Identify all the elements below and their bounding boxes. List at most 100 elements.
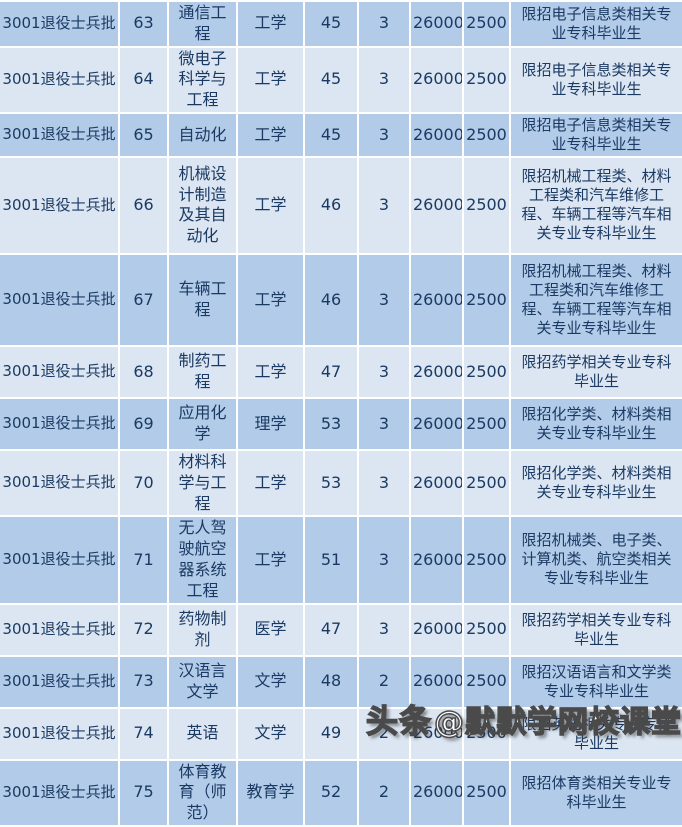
cell-note: 限招体育类相关专业专科毕业生 xyxy=(509,758,682,827)
cell-duration: 3 xyxy=(357,111,411,158)
cell-discipline: 教育学 xyxy=(236,758,305,827)
table-row: 3001退役士兵批 67 车辆工程 工学 46 3 26000 2500 限招机械工程类、材料工… xyxy=(0,252,682,347)
cell-fee: 2500 xyxy=(462,654,511,709)
cell-batch: 3001退役士兵批 xyxy=(0,45,120,114)
cell-fee: 2500 xyxy=(462,344,511,399)
cell-discipline: 医学 xyxy=(236,602,305,657)
cell-tuition: 26000 xyxy=(409,344,464,399)
table-row: 3001退役士兵批 71 无人驾驶航空器系统工程 工学 51 3 26000 2500 限招机械… xyxy=(0,515,682,605)
cell-seq: 73 xyxy=(118,654,169,709)
cell-plan: 53 xyxy=(303,396,359,451)
cell-tuition: 26000 xyxy=(409,448,464,518)
cell-plan: 52 xyxy=(303,758,359,827)
cell-note: 限招电子信息类相关专业专科毕业生 xyxy=(509,111,682,158)
cell-note: 限招机械类、电子类、计算机类、航空类相关专业专科毕业生 xyxy=(509,515,682,605)
cell-major: 汉语言文学 xyxy=(167,654,238,709)
cell-batch: 3001退役士兵批 xyxy=(0,706,120,761)
cell-batch: 3001退役士兵批 xyxy=(0,602,120,657)
table-row: 3001退役士兵批 66 机械设计制造及其自动化 工学 46 3 26000 2500 限招机械… xyxy=(0,155,682,255)
cell-major: 无人驾驶航空器系统工程 xyxy=(167,515,238,605)
cell-note: 限招机械工程类、材料工程类和汽车维修工程、车辆工程等汽车相关专业专科毕业生 xyxy=(509,252,682,347)
cell-discipline: 工学 xyxy=(236,0,305,48)
cell-note: 限招机械工程类、材料工程类和汽车维修工程、车辆工程等汽车相关专业专科毕业生 xyxy=(509,155,682,255)
cell-note: 限招药学相关专业专科毕业生 xyxy=(509,602,682,657)
cell-seq: 64 xyxy=(118,45,169,114)
cell-discipline: 文学 xyxy=(236,706,305,761)
cell-major: 车辆工程 xyxy=(167,252,238,347)
cell-duration: 3 xyxy=(357,602,411,657)
cell-seq: 68 xyxy=(118,344,169,399)
cell-tuition: 26000 xyxy=(409,111,464,158)
cell-seq: 67 xyxy=(118,252,169,347)
cell-seq: 74 xyxy=(118,706,169,761)
cell-tuition: 26000 xyxy=(409,0,464,48)
cell-batch: 3001退役士兵批 xyxy=(0,654,120,709)
cell-fee: 2500 xyxy=(462,0,511,48)
cell-plan: 47 xyxy=(303,344,359,399)
cell-tuition: 26000 xyxy=(409,252,464,347)
cell-seq: 65 xyxy=(118,111,169,158)
table-row: 3001退役士兵批 72 药物制剂 医学 47 3 26000 2500 限招药学相关专业专科毕… xyxy=(0,602,682,657)
cell-fee: 2500 xyxy=(462,45,511,114)
cell-seq: 66 xyxy=(118,155,169,255)
table-row: 3001退役士兵批 69 应用化学 理学 53 3 26000 2500 限招化学类、材料类相关… xyxy=(0,396,682,451)
cell-batch: 3001退役士兵批 xyxy=(0,155,120,255)
cell-fee: 2500 xyxy=(462,111,511,158)
cell-fee: 2500 xyxy=(462,448,511,518)
cell-batch: 3001退役士兵批 xyxy=(0,252,120,347)
cell-discipline: 工学 xyxy=(236,111,305,158)
cell-plan: 46 xyxy=(303,252,359,347)
cell-discipline: 工学 xyxy=(236,515,305,605)
cell-tuition: 26000 xyxy=(409,602,464,657)
cell-plan: 45 xyxy=(303,111,359,158)
cell-fee: 2500 xyxy=(462,515,511,605)
cell-major: 材料科学与工程 xyxy=(167,448,238,518)
cell-seq: 70 xyxy=(118,448,169,518)
cell-discipline: 工学 xyxy=(236,45,305,114)
cell-batch: 3001退役士兵批 xyxy=(0,0,120,48)
cell-note: 限招药学相关专业专科毕业生 xyxy=(509,344,682,399)
cell-plan: 53 xyxy=(303,448,359,518)
cell-major: 制药工程 xyxy=(167,344,238,399)
cell-major: 英语 xyxy=(167,706,238,761)
cell-discipline: 理学 xyxy=(236,396,305,451)
cell-tuition: 26000 xyxy=(409,396,464,451)
cell-tuition: 26000 xyxy=(409,758,464,827)
cell-seq: 75 xyxy=(118,758,169,827)
table-row: 3001退役士兵批 75 体育教育（师范） 教育学 52 2 26000 2500 限招体育类相… xyxy=(0,758,682,827)
cell-major: 药物制剂 xyxy=(167,602,238,657)
cell-tuition: 26000 xyxy=(409,654,464,709)
cell-major: 机械设计制造及其自动化 xyxy=(167,155,238,255)
cell-note: 限招电子信息类相关专业专科毕业生 xyxy=(509,45,682,114)
cell-note: 限招汉语语言和文学类专业专科毕业生 xyxy=(509,654,682,709)
cell-duration: 3 xyxy=(357,45,411,114)
table-row: 3001退役士兵批 64 微电子科学与工程 工学 45 3 26000 2500 限招电子信息类… xyxy=(0,45,682,114)
cell-discipline: 工学 xyxy=(236,155,305,255)
cell-tuition: 26000 xyxy=(409,155,464,255)
cell-seq: 71 xyxy=(118,515,169,605)
cell-fee: 2500 xyxy=(462,252,511,347)
cell-duration: 2 xyxy=(357,706,411,761)
cell-duration: 3 xyxy=(357,515,411,605)
cell-tuition: 26000 xyxy=(409,706,464,761)
cell-major: 微电子科学与工程 xyxy=(167,45,238,114)
cell-plan: 48 xyxy=(303,654,359,709)
cell-duration: 3 xyxy=(357,252,411,347)
table-row: 3001退役士兵批 73 汉语言文学 文学 48 2 26000 2500 限招汉语语言和文学类… xyxy=(0,654,682,709)
cell-duration: 3 xyxy=(357,344,411,399)
cell-major: 自动化 xyxy=(167,111,238,158)
cell-fee: 2500 xyxy=(462,396,511,451)
cell-seq: 72 xyxy=(118,602,169,657)
cell-note: 限招化学类、材料类相关专业专科毕业生 xyxy=(509,396,682,451)
table-row: 3001退役士兵批 70 材料科学与工程 工学 53 3 26000 2500 限招化学类、材料… xyxy=(0,448,682,518)
cell-batch: 3001退役士兵批 xyxy=(0,344,120,399)
cell-plan: 47 xyxy=(303,602,359,657)
table-row: 3001退役士兵批 63 通信工程 工学 45 3 26000 2500 限招电子信息类相关专业… xyxy=(0,0,682,48)
cell-duration: 2 xyxy=(357,654,411,709)
cell-batch: 3001退役士兵批 xyxy=(0,448,120,518)
cell-seq: 63 xyxy=(118,0,169,48)
cell-duration: 3 xyxy=(357,155,411,255)
cell-discipline: 工学 xyxy=(236,344,305,399)
